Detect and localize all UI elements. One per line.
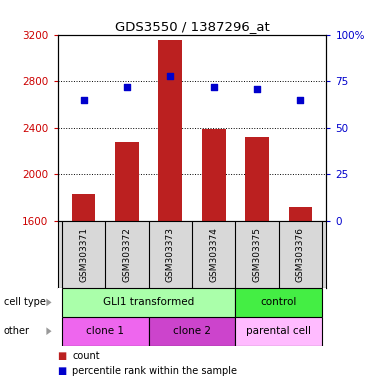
Text: other: other [4,326,30,336]
Text: parental cell: parental cell [246,326,311,336]
Point [211,84,217,90]
Text: control: control [260,297,297,308]
Bar [235,317,322,346]
Text: GSM303374: GSM303374 [209,227,218,282]
Bar [245,137,269,384]
Title: GDS3550 / 1387296_at: GDS3550 / 1387296_at [115,20,269,33]
Text: GSM303372: GSM303372 [122,227,131,282]
Text: clone 1: clone 1 [86,326,124,336]
Bar [62,317,149,346]
Bar [202,129,226,384]
Text: GSM303373: GSM303373 [166,227,175,282]
Bar [149,317,235,346]
Text: GLI1 transformed: GLI1 transformed [103,297,194,308]
Point [298,97,303,103]
Text: ■: ■ [58,366,67,376]
Point [254,86,260,92]
Text: GSM303376: GSM303376 [296,227,305,282]
Text: GSM303375: GSM303375 [253,227,262,282]
Text: ■: ■ [58,351,67,361]
Bar [235,288,322,317]
Text: percentile rank within the sample: percentile rank within the sample [72,366,237,376]
Point [167,73,173,79]
Bar [72,194,95,384]
Bar [62,288,235,317]
Text: clone 2: clone 2 [173,326,211,336]
Text: cell type: cell type [4,297,46,308]
Text: GSM303371: GSM303371 [79,227,88,282]
Text: count: count [72,351,100,361]
Point [124,84,130,90]
Bar [158,40,182,384]
Bar [289,207,312,384]
Bar [115,142,139,384]
Point [81,97,86,103]
